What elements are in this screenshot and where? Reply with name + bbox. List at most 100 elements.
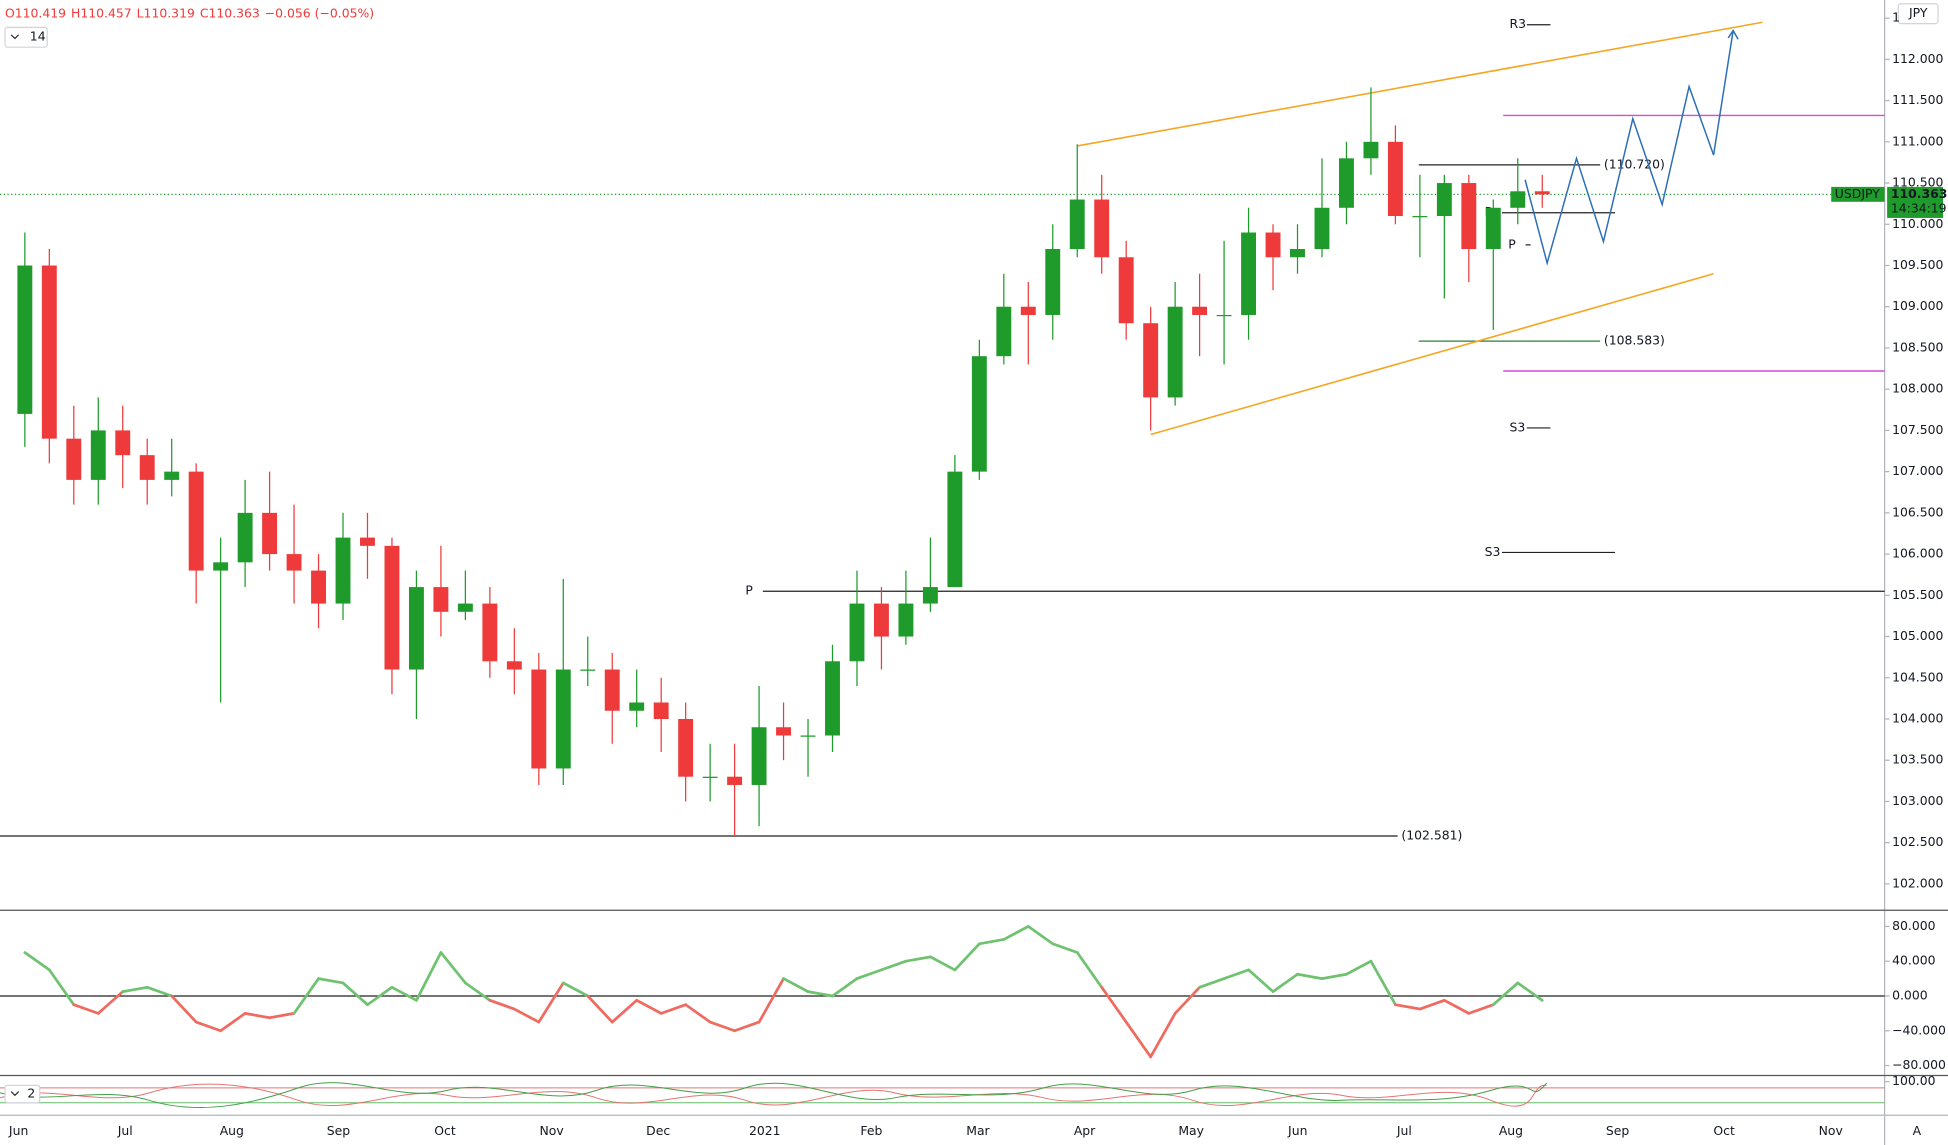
x-tick-label: Dec (646, 1123, 670, 1138)
osc-segment (635, 998, 663, 1015)
candle-body (1314, 207, 1330, 250)
pivot-label: S3 (1509, 419, 1525, 434)
x-tick-label: Jun (8, 1123, 28, 1138)
indicator-toggle-2[interactable]: 2 (4, 1084, 41, 1104)
pivot-label: P (1508, 236, 1516, 251)
candle-body (1363, 141, 1379, 159)
currency-button[interactable]: JPY (1897, 3, 1939, 25)
osc-segment (880, 959, 908, 972)
candle-body (311, 570, 326, 604)
osc-segment (831, 977, 859, 998)
osc-segment (512, 1007, 541, 1024)
candle-body (1241, 232, 1257, 315)
candle-body (1069, 199, 1085, 250)
osc-segment (219, 1012, 247, 1033)
level-label: (108.583) (1604, 333, 1665, 348)
osc-segment (1002, 925, 1030, 941)
y-tick-label: 107.000 (1892, 463, 1943, 478)
candle-body (286, 554, 302, 571)
projection-line (1524, 30, 1734, 266)
osc-segment (170, 994, 198, 1024)
y-tick-label: 102.500 (1892, 834, 1943, 849)
osc-tick-label: −80.000 (1892, 1057, 1946, 1072)
candle-body (996, 306, 1012, 357)
candle-body (1143, 323, 1159, 398)
x-tick-label: Mar (966, 1123, 990, 1138)
candle-body (1192, 306, 1208, 315)
osc-tick-label: −40.000 (1892, 1022, 1946, 1037)
candle-body (653, 702, 669, 719)
channel-line (1150, 272, 1714, 436)
x-tick-label: May (1178, 1123, 1204, 1138)
y-tick-label: 105.000 (1892, 628, 1943, 643)
osc-segment (1516, 981, 1544, 1002)
candle-body (971, 356, 987, 472)
osc-segment (415, 951, 443, 1002)
stoch-tick-label: 100.00 (1892, 1073, 1936, 1088)
x-tick-label: Aug (220, 1123, 244, 1138)
osc-segment (1124, 1020, 1153, 1059)
osc-segment (586, 994, 614, 1024)
x-tick-label: Jul (117, 1123, 133, 1138)
candle-body (457, 603, 473, 612)
candle-body (849, 603, 865, 662)
osc-segment (341, 981, 369, 1007)
y-tick-label: 1 (1892, 10, 1900, 25)
x-tick-label: Apr (1074, 1123, 1096, 1138)
y-tick-label: 108.500 (1892, 339, 1943, 354)
candle-body (188, 471, 204, 571)
candle-body (1094, 199, 1110, 258)
osc-segment (1467, 1003, 1495, 1015)
osc-segment (121, 985, 149, 994)
osc-segment (390, 985, 418, 1002)
osc-segment (1345, 959, 1373, 976)
candle-body (580, 669, 596, 671)
osc-segment (1320, 972, 1348, 980)
candle-body (1436, 183, 1452, 217)
pivot-label: R3 (1509, 16, 1526, 31)
candle-body (1387, 141, 1403, 217)
candle-body (776, 727, 792, 736)
y-tick-label: 110.000 (1892, 216, 1943, 231)
osc-segment (806, 990, 834, 998)
x-tick-label: Jul (1396, 1123, 1412, 1138)
price-label-bg (1887, 186, 1944, 218)
osc-segment (929, 955, 957, 972)
y-tick-label: 103.000 (1892, 793, 1943, 808)
osc-segment (708, 1020, 736, 1033)
x-tick-label: Nov (1819, 1123, 1843, 1138)
candle-body (922, 587, 938, 604)
candle-body (41, 265, 57, 439)
candle-body (531, 669, 547, 769)
currency-label: JPY (1908, 5, 1928, 20)
osc-segment (72, 1003, 100, 1015)
symbol-tag: USDJPY (1835, 186, 1880, 201)
osc-segment (1418, 998, 1446, 1011)
osc-segment (243, 1012, 271, 1020)
candle-body (262, 512, 278, 555)
y-tick-label: 102.000 (1892, 875, 1943, 890)
osc-tick-label: 80.000 (1892, 918, 1936, 933)
indicator-toggle[interactable]: 14 (4, 26, 48, 48)
candle-body (139, 455, 155, 480)
candle-body (335, 537, 351, 604)
osc-segment (317, 977, 345, 985)
x-tick-label: Feb (860, 1123, 882, 1138)
candle-body (604, 669, 620, 711)
candle-body (1045, 249, 1061, 315)
candle-body (506, 661, 522, 670)
osc-segment (464, 981, 492, 1002)
candle-body (555, 669, 571, 769)
osc-segment (684, 1003, 712, 1024)
candle-body (1412, 216, 1428, 218)
osc-segment (439, 951, 467, 985)
candle-body (800, 735, 816, 737)
osc-segment (1149, 1012, 1177, 1059)
indicator-label: 14 (30, 29, 46, 44)
osc-segment (1100, 985, 1128, 1024)
y-tick-label: 106.500 (1892, 504, 1943, 519)
y-tick-label: 112.000 (1892, 51, 1943, 66)
osc-segment (1442, 998, 1471, 1015)
candle-body (433, 587, 449, 612)
price-label: 110.363 (1891, 186, 1948, 201)
